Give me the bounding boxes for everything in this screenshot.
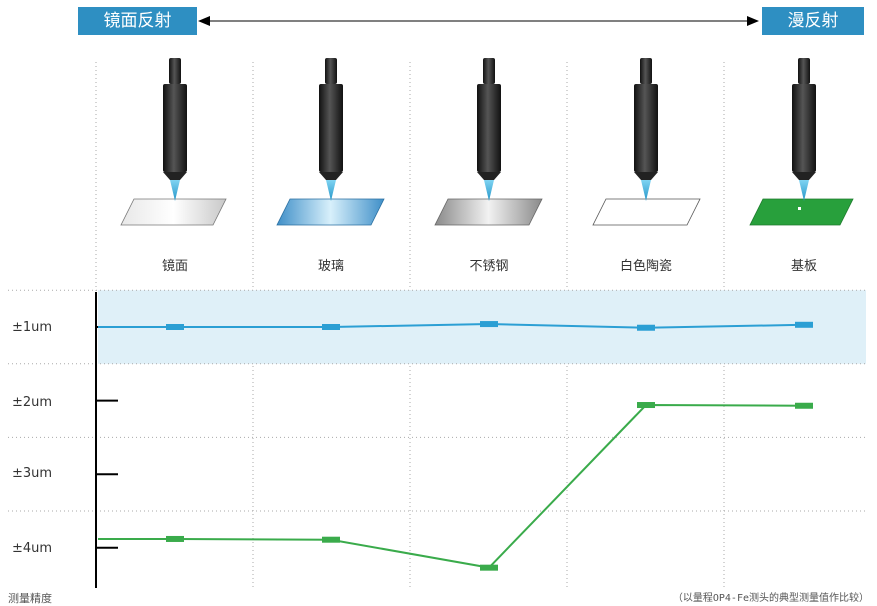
y-tick-label: ±1um: [12, 320, 53, 335]
laser-probe-icon: [634, 58, 658, 201]
sample-mirror: [120, 198, 227, 226]
chart-footnote: （以量程OP4-Fe测头的典型测量值作比较）: [672, 593, 869, 604]
material-label-mirror: 镜面: [161, 259, 188, 274]
data-point: [637, 402, 655, 409]
data-point: [322, 536, 340, 543]
series-line: [98, 404, 805, 569]
data-point: [795, 321, 813, 328]
data-point: [480, 564, 498, 571]
specular-reflection-label: 镜面反射: [78, 7, 197, 35]
reflection-arrow: [198, 16, 759, 26]
y-tick-label: ±3um: [12, 466, 53, 481]
sample-substrate: [749, 198, 854, 226]
sample-glass: [276, 198, 385, 226]
sample-white-ceramic: [592, 198, 701, 226]
data-point: [795, 402, 813, 409]
material-label-stainless-steel: 不锈钢: [469, 259, 509, 274]
laser-probe-icon: [792, 58, 816, 201]
material-label-substrate: 基板: [790, 259, 817, 274]
y-axis-title: 测量精度: [8, 592, 52, 605]
data-point: [480, 321, 498, 328]
laser-probe-icon: [319, 58, 343, 201]
data-point: [166, 324, 184, 330]
laser-probe-icon: [163, 58, 187, 201]
data-point: [637, 324, 655, 331]
series-line: [98, 323, 805, 329]
y-tick-label: ±2um: [12, 395, 53, 410]
laser-probe-icon: [477, 58, 501, 201]
material-label-glass: 玻璃: [317, 259, 344, 274]
data-point: [322, 324, 340, 330]
material-label-white-ceramic: 白色陶瓷: [619, 259, 672, 274]
diffuse-reflection-label: 漫反射: [762, 7, 864, 35]
sample-stainless-steel: [434, 198, 543, 226]
data-point: [166, 535, 184, 542]
y-tick-label: ±4um: [12, 541, 53, 556]
